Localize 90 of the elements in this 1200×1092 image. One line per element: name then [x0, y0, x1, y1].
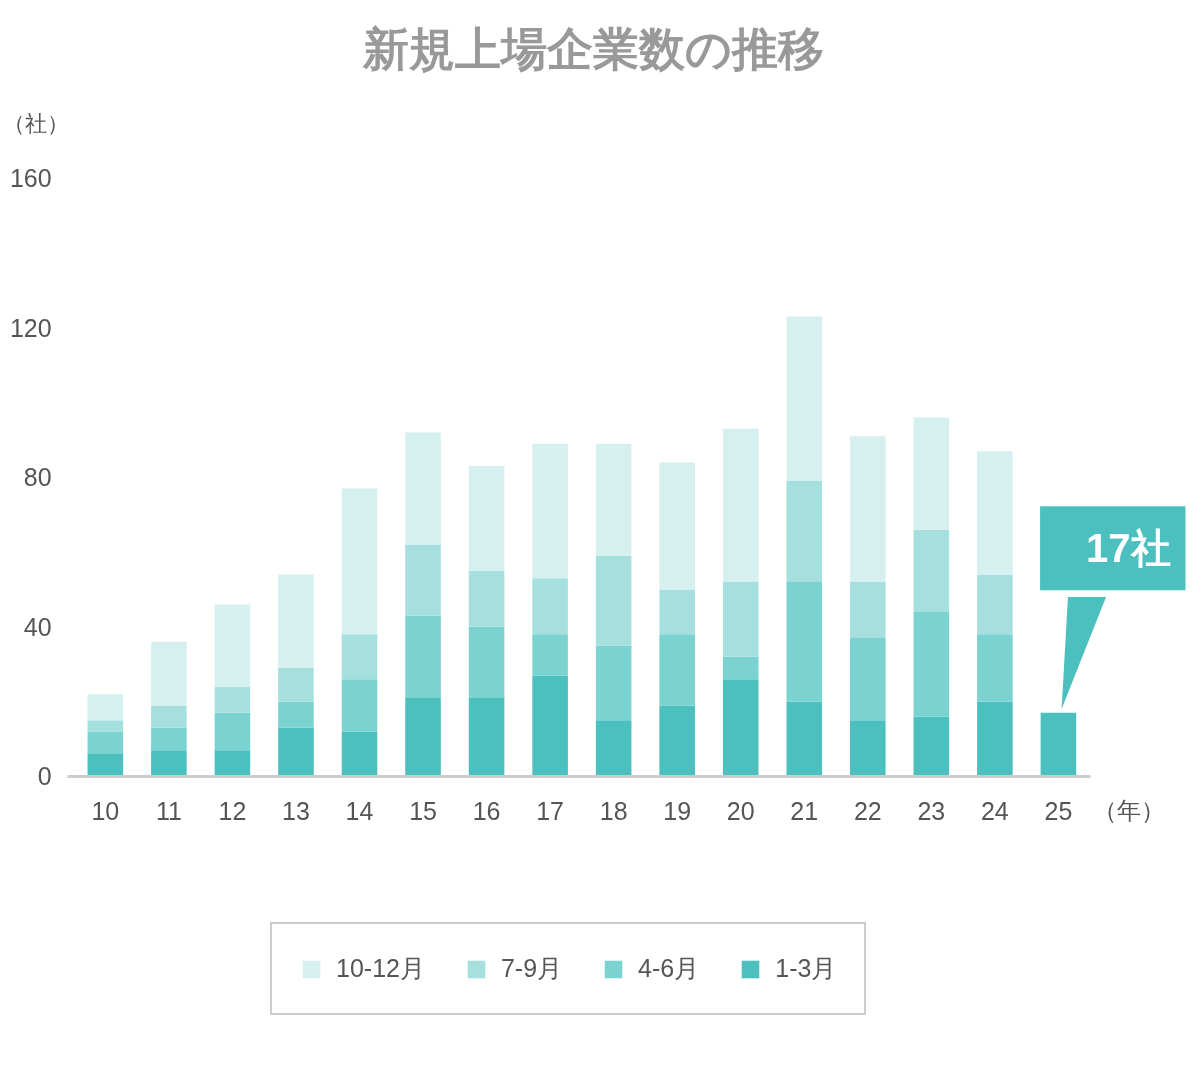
bar	[722, 656, 759, 680]
bar	[87, 694, 124, 721]
y-tick-label: 0	[37, 762, 52, 791]
bar	[405, 615, 441, 698]
bar	[977, 451, 1013, 575]
bar	[532, 634, 568, 676]
bar	[850, 582, 886, 639]
bar	[595, 645, 632, 721]
x-tick-label: 15	[409, 797, 437, 826]
bar	[659, 589, 695, 635]
bar	[405, 544, 441, 616]
bar	[405, 697, 441, 777]
bar	[532, 578, 568, 635]
x-tick-label: 10	[91, 797, 120, 826]
bar	[532, 443, 568, 579]
bar	[468, 570, 505, 627]
bar	[850, 720, 886, 777]
bar	[722, 428, 759, 583]
bar	[850, 436, 886, 583]
y-tick-label: 160	[9, 164, 52, 193]
x-tick-label: 24	[980, 797, 1009, 826]
legend-label: 4-6月	[638, 953, 700, 984]
bar	[151, 641, 187, 706]
bar	[595, 555, 632, 646]
chart-title: 新規上場企業数の推移	[361, 22, 824, 75]
bar	[913, 611, 950, 717]
legend-label: 1-3月	[775, 953, 837, 984]
bar	[722, 582, 759, 657]
y-tick-label: 120	[9, 313, 52, 342]
bar	[913, 529, 950, 612]
bar	[913, 417, 950, 530]
bar	[405, 432, 441, 545]
bar	[278, 574, 314, 668]
x-tick-label: 17	[536, 797, 565, 826]
bar	[659, 634, 695, 706]
x-tick-label: 19	[663, 797, 692, 826]
x-tick-label: 18	[599, 797, 628, 826]
bar	[468, 466, 505, 571]
legend-label: 7-9月	[500, 953, 563, 984]
bar	[87, 731, 124, 754]
bar	[214, 686, 251, 713]
bar	[786, 582, 823, 702]
bar	[151, 727, 187, 751]
bar	[977, 574, 1013, 635]
y-axis-title: （社）	[2, 111, 69, 137]
bar	[913, 716, 950, 777]
bar	[278, 668, 314, 702]
bar	[595, 720, 632, 777]
x-tick-label: 13	[282, 797, 310, 826]
bar	[341, 634, 378, 680]
bar	[977, 701, 1013, 777]
bar	[341, 731, 378, 777]
x-tick-label: 22	[853, 797, 882, 826]
bar	[722, 679, 759, 777]
annotation: 17社	[1086, 526, 1171, 571]
bar	[87, 720, 124, 732]
bar	[278, 727, 314, 777]
bar	[151, 705, 187, 728]
x-axis-title: （年）	[1093, 797, 1166, 825]
bar	[341, 488, 378, 635]
bar	[278, 701, 314, 728]
x-tick-label: 14	[345, 797, 374, 826]
x-tick-label: 25	[1044, 797, 1073, 826]
x-tick-label: 23	[917, 797, 946, 826]
bar	[468, 697, 505, 777]
bar	[214, 712, 251, 751]
bar	[595, 443, 632, 556]
bar	[786, 316, 823, 482]
y-tick-label: 40	[23, 612, 52, 641]
bar	[468, 626, 505, 698]
bar	[532, 675, 568, 777]
bar	[214, 604, 251, 687]
bar	[151, 750, 187, 777]
x-tick-label: 11	[155, 797, 182, 826]
bar	[659, 705, 695, 777]
x-tick-label: 12	[218, 797, 247, 826]
legend-label: 10-12月	[336, 953, 425, 984]
x-tick-label: 21	[790, 797, 819, 826]
bar	[786, 481, 823, 583]
bar	[850, 638, 886, 721]
x-tick-label: 20	[726, 797, 755, 826]
y-tick-label: 80	[23, 463, 52, 492]
bar	[214, 750, 251, 777]
bar	[1040, 712, 1077, 777]
bar	[977, 634, 1013, 702]
bar	[341, 679, 378, 732]
bar	[659, 462, 695, 590]
x-tick-label: 16	[472, 797, 501, 826]
bar	[87, 753, 124, 777]
bar	[786, 701, 823, 777]
